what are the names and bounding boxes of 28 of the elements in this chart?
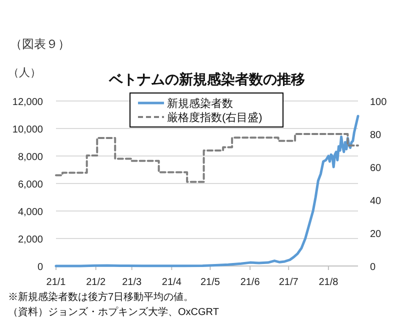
y-tick-label: 10,000 — [12, 124, 44, 136]
x-tick-label: 21/2 — [86, 277, 106, 288]
x-tick-label: 21/3 — [122, 277, 142, 288]
y-tick-label: 8,000 — [18, 152, 44, 163]
y2-tick-label: 20 — [370, 229, 382, 240]
legend-label: 新規感染者数 — [167, 97, 233, 110]
x-tick-label: 21/4 — [162, 277, 182, 288]
y-tick-label: 4,000 — [18, 207, 44, 218]
text: （図表９） — [10, 37, 70, 51]
chart-title: ベトナムの新規感染者数の推移 — [108, 71, 305, 87]
y2-tick-label: 100 — [370, 97, 388, 108]
y2-tick-label: 80 — [370, 130, 382, 141]
x-tick-label: 21/6 — [240, 277, 260, 288]
x-tick-label: 21/7 — [278, 277, 299, 288]
y2-tick-label: 40 — [370, 196, 382, 207]
x-tick-label: 21/1 — [46, 277, 66, 288]
x-tick-label: 21/5 — [200, 277, 220, 288]
y2-tick-label: 0 — [370, 262, 376, 273]
y-tick-label: 2,000 — [18, 234, 44, 246]
y-tick-label: 0 — [37, 262, 44, 273]
y2-tick-label: 60 — [370, 163, 382, 174]
text: ※新規感染者数は後方7日移動平均の値。 — [8, 291, 194, 303]
text: （資料）ジョンズ・ホプキンズ大学、OxCGRT — [8, 306, 219, 318]
y-tick-label: 12,000 — [12, 97, 44, 108]
legend-label: 厳格度指数(右目盛) — [167, 111, 262, 124]
x-tick-label: 21/8 — [318, 277, 339, 288]
y-tick-label: 6,000 — [18, 180, 44, 190]
y-axis-title: （人） — [8, 67, 41, 79]
